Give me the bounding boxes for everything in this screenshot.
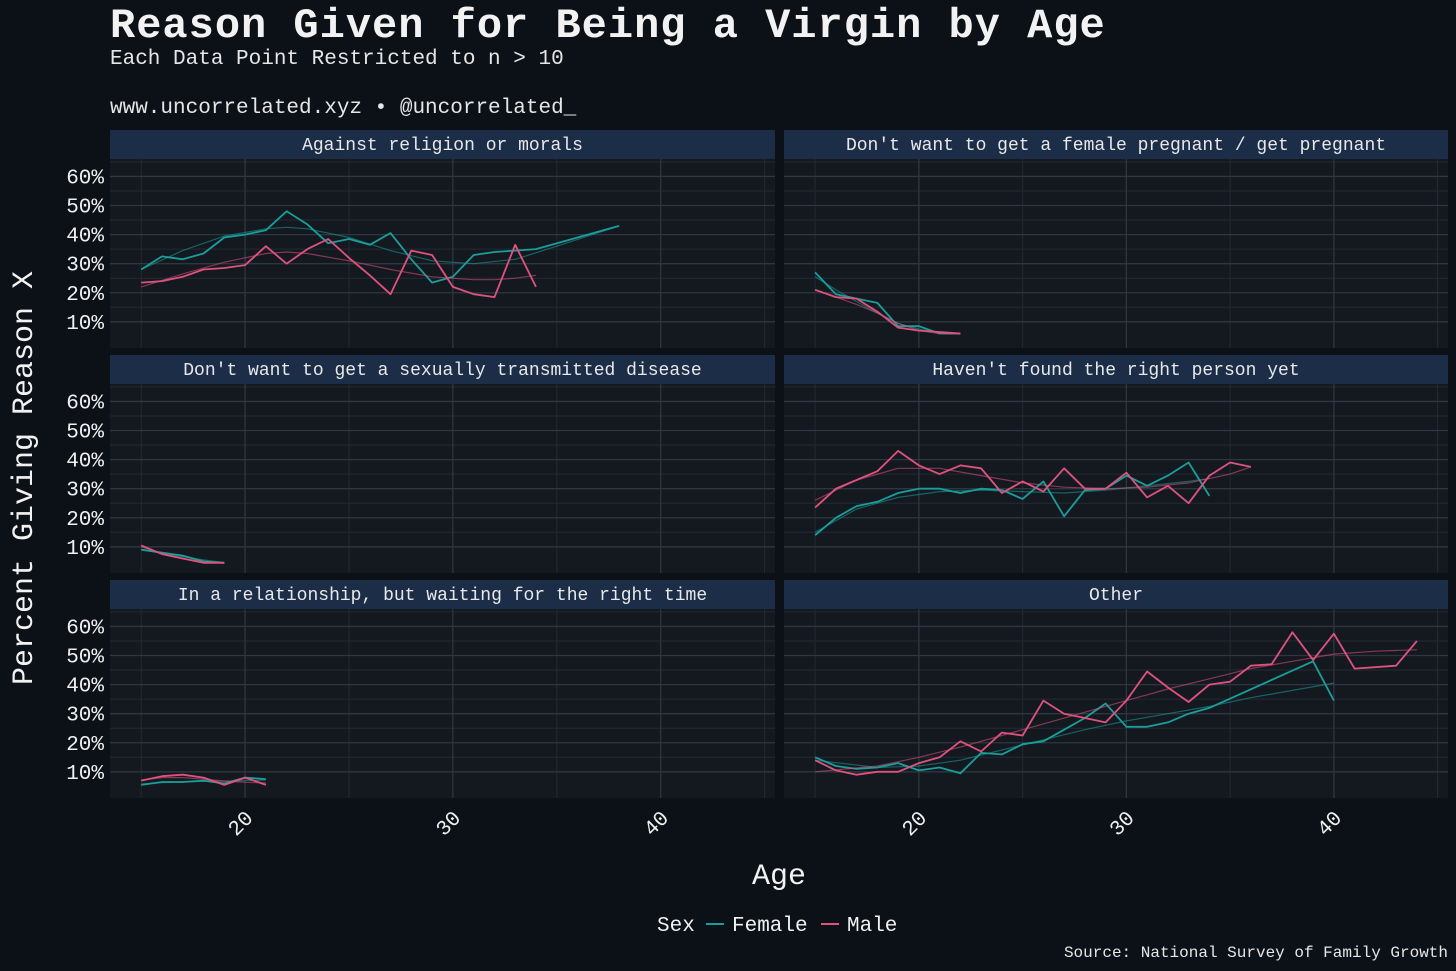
x-tick-label: 30 bbox=[1106, 808, 1140, 842]
facet-strip bbox=[784, 130, 1448, 159]
facet-panel: Don't want to get a sexually transmitted… bbox=[66, 355, 775, 573]
legend-label: Female bbox=[732, 915, 808, 938]
panel-background bbox=[110, 384, 775, 573]
y-tick-label: 50% bbox=[66, 647, 104, 670]
legend: Sex Female Male bbox=[657, 915, 897, 938]
chart-subtitle: Each Data Point Restricted to n > 10 bbox=[110, 48, 564, 71]
y-tick-label: 20% bbox=[66, 284, 104, 307]
series-line bbox=[141, 773, 267, 786]
y-tick-label: 30% bbox=[66, 480, 104, 503]
x-tick-label: 40 bbox=[640, 808, 674, 842]
chart-credit: www.uncorrelated.xyz • @uncorrelated_ bbox=[110, 97, 577, 120]
y-tick-label: 10% bbox=[66, 538, 104, 561]
facet-panel: Haven't found the right person yet bbox=[784, 355, 1448, 573]
facet-strip bbox=[110, 580, 775, 609]
x-tick-label: 20 bbox=[225, 808, 259, 842]
y-tick-label: 30% bbox=[66, 255, 104, 278]
facet-panel: Don't want to get a female pregnant / ge… bbox=[784, 130, 1448, 348]
facet-strip-label: Don't want to get a sexually transmitted… bbox=[183, 361, 701, 381]
trend-line bbox=[141, 251, 537, 288]
facet-strip-label: Against religion or morals bbox=[302, 136, 583, 156]
y-tick-label: 60% bbox=[66, 617, 104, 640]
y-tick-label: 40% bbox=[66, 676, 104, 699]
trend-line bbox=[140, 225, 620, 271]
series-line bbox=[140, 210, 620, 284]
facet-panel: In a relationship, but waiting for the r… bbox=[66, 580, 775, 842]
panel-background bbox=[110, 159, 775, 348]
y-tick-label: 10% bbox=[66, 763, 104, 786]
y-tick-label: 50% bbox=[66, 422, 104, 445]
trend-line bbox=[141, 776, 266, 784]
panel-background bbox=[784, 159, 1448, 348]
y-axis-label: Percent Giving Reason X bbox=[8, 271, 42, 685]
trend-line bbox=[814, 289, 961, 335]
series-line bbox=[814, 449, 1252, 509]
panel-background bbox=[110, 609, 775, 798]
y-tick-label: 50% bbox=[66, 197, 104, 220]
y-tick-label: 40% bbox=[66, 226, 104, 249]
trend-line bbox=[815, 682, 1335, 769]
series-line bbox=[814, 461, 1211, 536]
x-axis-label: Age bbox=[752, 860, 806, 894]
series-line bbox=[140, 544, 225, 564]
facet-strip bbox=[110, 355, 775, 384]
trend-line bbox=[814, 466, 1252, 501]
facet-strip bbox=[110, 130, 775, 159]
x-tick-label: 20 bbox=[899, 808, 933, 842]
facet-strip bbox=[784, 580, 1448, 609]
facet-strip-label: Haven't found the right person yet bbox=[932, 361, 1299, 381]
panel-background bbox=[784, 384, 1448, 573]
y-tick-label: 20% bbox=[66, 509, 104, 532]
series-line bbox=[814, 631, 1418, 776]
x-tick-label: 30 bbox=[433, 808, 467, 842]
chart-source: Source: National Survey of Family Growth bbox=[1063, 944, 1448, 962]
legend-title: Sex bbox=[657, 915, 695, 938]
chart-title: Reason Given for Being a Virgin by Age bbox=[110, 2, 1106, 50]
facet-strip bbox=[784, 355, 1448, 384]
x-tick-label: 40 bbox=[1314, 808, 1348, 842]
facet-strip-label: Don't want to get a female pregnant / ge… bbox=[846, 136, 1386, 156]
facet-panel: Against religion or morals 10% 20% 30% 40% 50… bbox=[66, 130, 775, 348]
trend-line bbox=[814, 477, 1210, 533]
y-tick-label: 40% bbox=[66, 451, 104, 474]
facet-panel: Other 20 30 40 bbox=[784, 580, 1448, 842]
series-line bbox=[141, 238, 537, 299]
y-tick-label: 10% bbox=[66, 313, 104, 336]
y-tick-label: 20% bbox=[66, 734, 104, 757]
legend-label: Male bbox=[847, 915, 897, 938]
facet-strip-label: In a relationship, but waiting for the r… bbox=[178, 586, 707, 606]
y-tick-label: 30% bbox=[66, 705, 104, 728]
series-line bbox=[814, 660, 1335, 775]
facet-strip-label: Other bbox=[1089, 586, 1143, 606]
y-tick-label: 60% bbox=[66, 392, 104, 415]
y-tick-label: 60% bbox=[66, 167, 104, 190]
series-line bbox=[814, 288, 961, 335]
